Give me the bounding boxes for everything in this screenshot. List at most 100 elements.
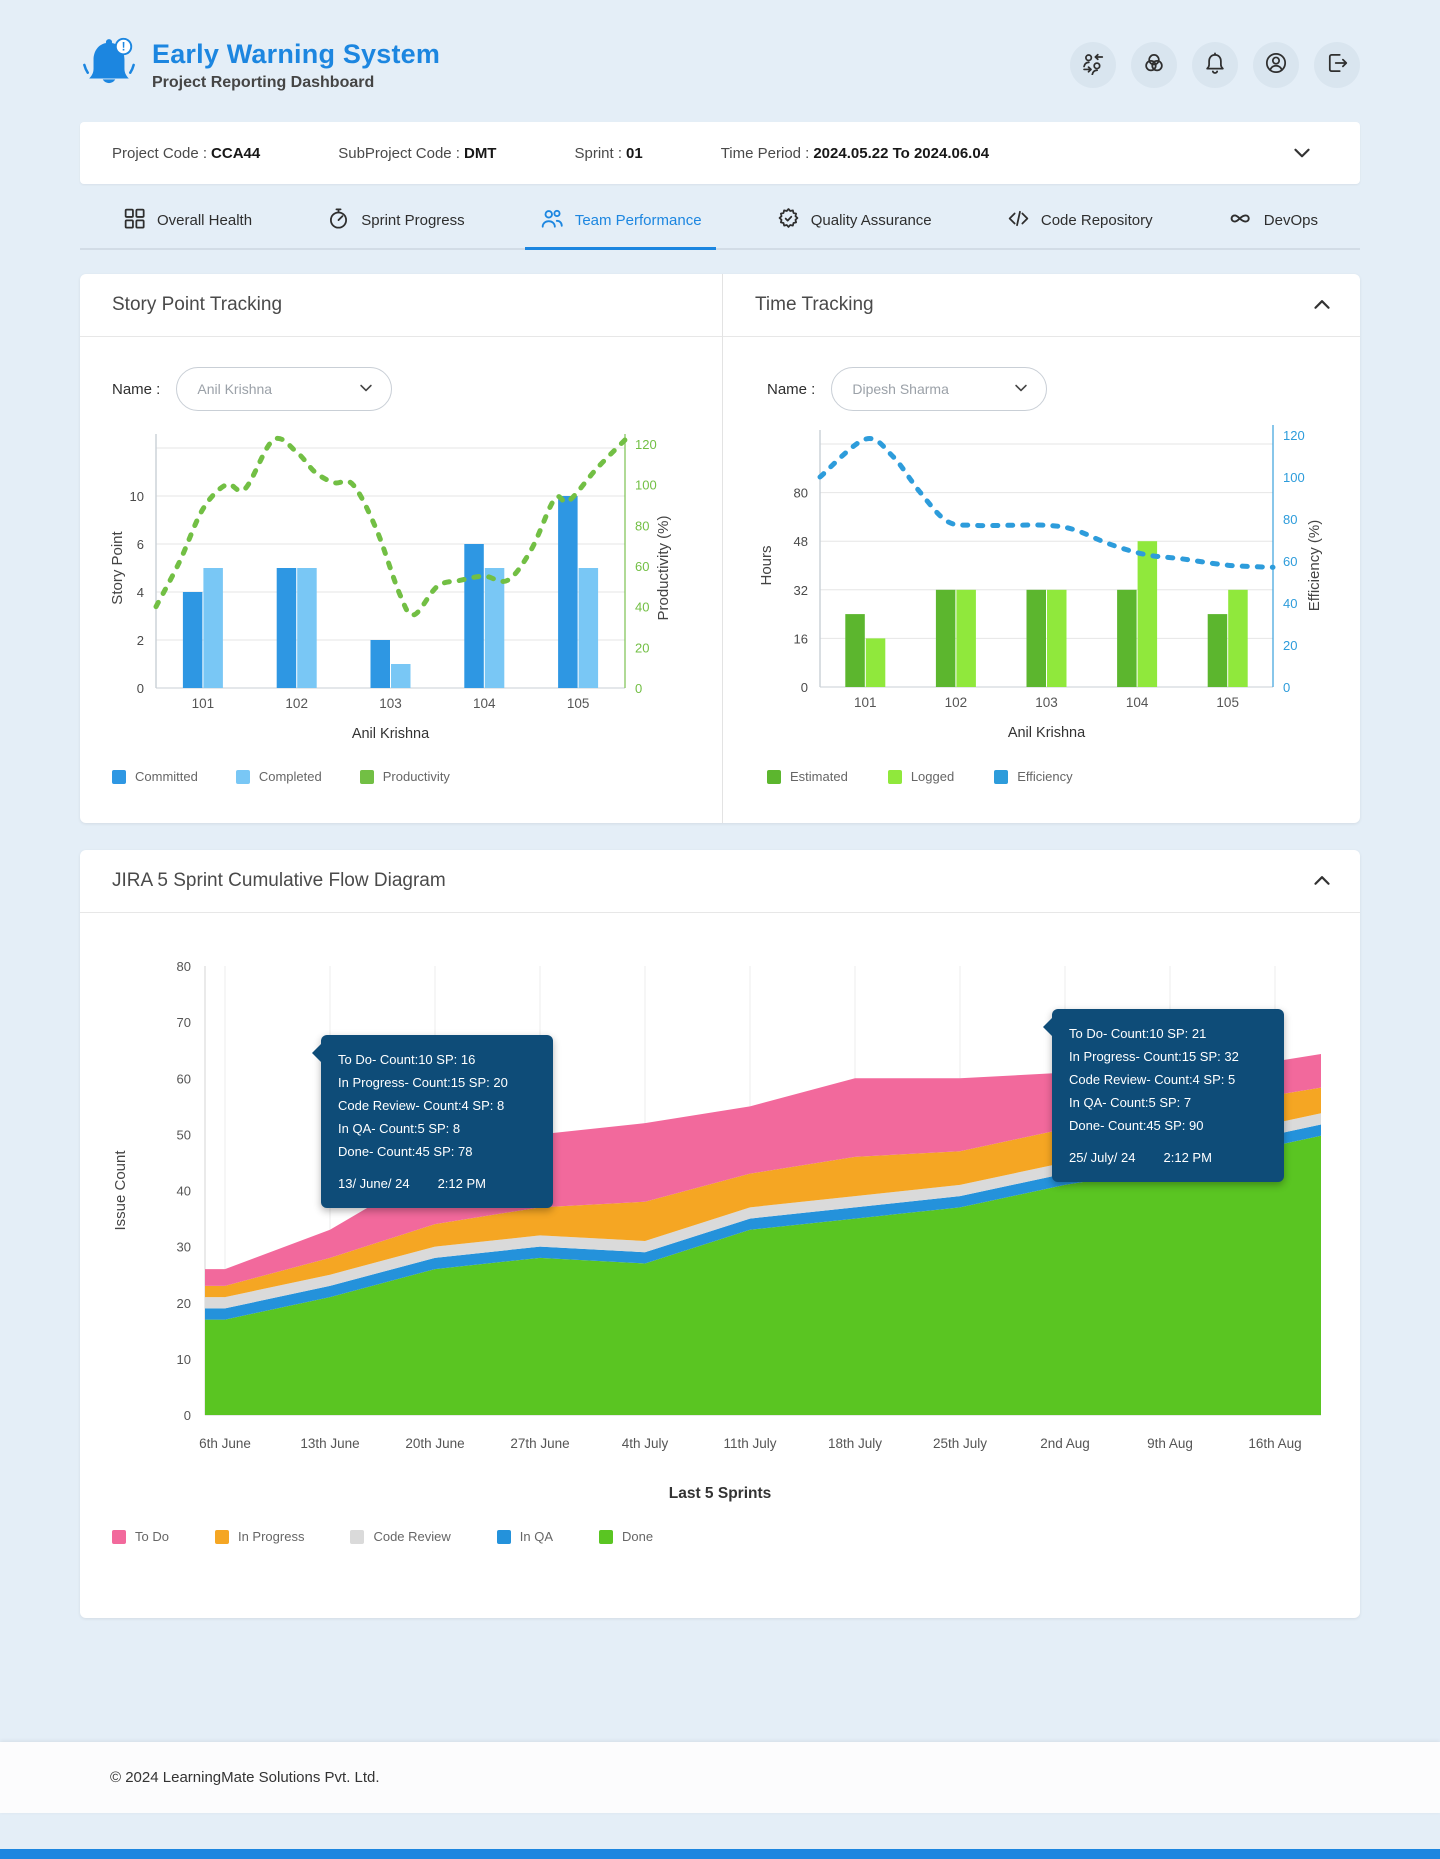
svg-text:0: 0 [635,681,642,696]
svg-text:Issue Count: Issue Count [112,1150,129,1231]
svg-text:0: 0 [801,680,808,695]
project-code: Project Code : CCA44 [112,144,261,162]
svg-text:80: 80 [794,486,808,501]
svg-text:48: 48 [794,534,808,549]
svg-text:10: 10 [177,1352,191,1367]
svg-text:9th Aug: 9th Aug [1147,1436,1193,1451]
svg-text:120: 120 [1283,428,1305,443]
time-tracking-legend: Estimated Logged Efficiency [767,769,1360,784]
bottom-accent-strip [0,1849,1440,1859]
svg-text:25th July: 25th July [933,1436,987,1451]
tab-quality-assurance[interactable]: Quality Assurance [776,192,932,248]
legend-todo[interactable]: To Do [112,1529,169,1544]
tooltip-date: 25/ July/ 24 [1069,1150,1136,1165]
legend-completed[interactable]: Completed [235,769,322,784]
svg-text:60: 60 [635,559,649,574]
copyright-text: © 2024 LearningMate Solutions Pvt. Ltd. [110,1769,380,1786]
selected-name: Dipesh Sharma [852,381,949,397]
tab-label: Team Performance [574,211,702,229]
venn-diagram-icon [1142,51,1166,80]
svg-text:0: 0 [137,681,144,696]
story-point-tracking-panel: Story Point Tracking Name : Anil Krishna… [80,274,723,823]
svg-text:Productivity (%): Productivity (%) [655,515,672,620]
svg-text:105: 105 [1216,695,1239,710]
svg-text:60: 60 [177,1071,191,1086]
svg-text:6th June: 6th June [199,1436,251,1451]
tab-sprint-progress[interactable]: Sprint Progress [326,192,465,248]
legend-productivity[interactable]: Productivity [359,769,450,784]
project-info-bar: Project Code : CCA44 SubProject Code : DMT… [80,122,1360,184]
legend-efficiency[interactable]: Efficiency [994,769,1073,784]
svg-text:100: 100 [1283,470,1305,485]
stopwatch-icon [326,206,351,235]
app-subtitle: Project Reporting Dashboard [152,73,375,91]
logout-icon [1325,51,1349,80]
svg-text:20th June: 20th June [405,1436,464,1451]
tooltip-row: In Progress- Count:15 SP: 32 [1069,1049,1239,1064]
venn-diagram-button[interactable] [1131,42,1177,88]
team-performance-charts-card: Story Point Tracking Name : Anil Krishna… [80,274,1360,823]
story-point-name-select[interactable]: Anil Krishna [176,367,393,411]
tab-code-repository[interactable]: Code Repository [1006,192,1153,248]
chevron-down-icon[interactable] [1290,141,1314,165]
tab-label: DevOps [1263,211,1318,229]
time-tracking-name-select[interactable]: Dipesh Sharma [831,367,1048,411]
svg-text:20: 20 [635,640,649,655]
logout-button[interactable] [1314,42,1360,88]
legend-done[interactable]: Done [599,1529,653,1544]
tooltip-date: 13/ June/ 24 [338,1176,410,1191]
svg-text:102: 102 [945,695,968,710]
svg-text:4th July: 4th July [622,1436,669,1451]
brand: ! Early Warning System Project Reporting… [80,35,440,96]
legend-estimated[interactable]: Estimated [767,769,848,784]
cfd-xaxis-title: Last 5 Sprints [668,1485,772,1502]
profile-button[interactable] [1253,42,1299,88]
svg-text:20: 20 [1283,638,1297,653]
user-switch-button[interactable] [1070,42,1116,88]
time-tracking-panel: Time Tracking Name : Dipesh Sharma 0 16 32… [723,274,1360,823]
svg-text:104: 104 [473,696,496,711]
time-tracking-title: Time Tracking [755,294,874,315]
chevron-up-icon[interactable] [1310,869,1334,893]
tooltip-row: To Do- Count:10 SP: 21 [1069,1026,1207,1041]
svg-text:4: 4 [137,585,144,600]
svg-text:Anil Krishna: Anil Krishna [352,726,430,742]
tooltip-time: 2:12 PM [1163,1150,1212,1165]
svg-text:103: 103 [379,696,402,711]
legend-logged[interactable]: Logged [887,769,954,784]
name-label: Name : [112,380,161,398]
tooltip-row: In QA- Count:5 SP: 7 [1069,1095,1192,1110]
chevron-up-icon[interactable] [1310,293,1334,317]
team-icon [539,205,565,235]
app-title: Early Warning System [152,38,441,69]
svg-text:80: 80 [177,959,191,974]
notifications-button[interactable] [1192,42,1238,88]
tab-label: Quality Assurance [810,211,932,229]
tooltip-time: 2:12 PM [437,1176,486,1191]
svg-text:102: 102 [285,696,308,711]
svg-text:80: 80 [1283,512,1297,527]
tab-devops[interactable]: DevOps [1227,192,1318,248]
tooltip-row: Code Review- Count:4 SP: 8 [338,1098,505,1113]
cfd-card: JIRA 5 Sprint Cumulative Flow Diagram 0 1… [80,850,1360,1618]
tooltip-row: In QA- Count:5 SP: 8 [338,1121,461,1136]
legend-in-qa[interactable]: In QA [496,1529,553,1544]
cfd-chart: 0 10 20 30 40 50 60 70 80 6th June 13th June 20th J… [112,959,1321,1451]
legend-code-review[interactable]: Code Review [350,1529,451,1544]
svg-text:Efficiency (%): Efficiency (%) [1306,520,1323,611]
tooltip-row: To Do- Count:10 SP: 16 [338,1052,476,1067]
tab-overall-health[interactable]: Overall Health [122,192,252,248]
cfd-chart-area: 0 10 20 30 40 50 60 70 80 6th June 13th June 20th J… [80,913,1360,1473]
svg-text:20: 20 [177,1296,191,1311]
app-footer: © 2024 LearningMate Solutions Pvt. Ltd. [0,1742,1440,1813]
legend-in-progress[interactable]: In Progress [214,1529,304,1544]
quality-badge-icon [776,206,801,235]
tab-team-performance[interactable]: Team Performance [524,192,716,250]
svg-text:80: 80 [635,518,649,533]
legend-committed[interactable]: Committed [112,769,198,784]
cfd-tooltip-25-july: To Do- Count:10 SP: 21 In Progress- Count… [1043,1009,1284,1182]
code-icon [1006,206,1031,235]
svg-text:Hours: Hours [758,545,775,585]
svg-text:30: 30 [177,1240,191,1255]
